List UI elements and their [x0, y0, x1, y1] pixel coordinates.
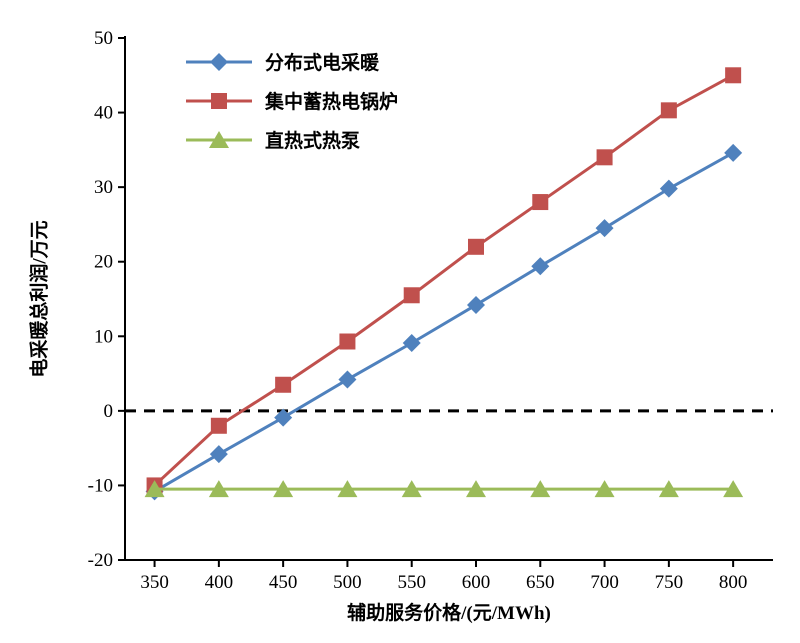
- diamond-marker-s0-p3: [338, 370, 357, 389]
- square-marker-s1-p3: [339, 333, 356, 350]
- x-tick-label-6: 650: [526, 572, 555, 593]
- triangle-marker-s2-p3: [337, 480, 358, 498]
- square-marker-legend-1: [211, 93, 227, 109]
- x-tick-label-2: 450: [269, 572, 298, 593]
- diamond-marker-s0-p5: [467, 295, 485, 314]
- diamond-marker-legend-0: [210, 53, 228, 71]
- diamond-marker-s0-p1: [209, 445, 228, 464]
- legend-label-0: 分布式电采暖: [265, 51, 380, 74]
- diamond-marker-s0-p9: [724, 143, 743, 162]
- triangle-marker-s2-p2: [273, 480, 294, 498]
- triangle-marker-s2-p1: [208, 480, 229, 498]
- x-axis-title: 辅助服务价格/(元/MWh): [347, 603, 551, 624]
- x-tick-label-8: 750: [655, 572, 684, 593]
- square-marker-s1-p8: [660, 102, 677, 119]
- y-tick-label-4: 20: [94, 252, 113, 273]
- x-tick-label-1: 400: [205, 572, 234, 593]
- diamond-marker-s0-p6: [531, 257, 550, 276]
- square-marker-s1-p2: [275, 376, 292, 393]
- square-marker-s1-p6: [532, 194, 549, 211]
- legend-label-2: 直热式热泵: [265, 129, 360, 152]
- x-tick-label-0: 350: [140, 572, 169, 593]
- square-marker-s1-p9: [725, 67, 742, 84]
- square-marker-s1-p1: [210, 417, 227, 434]
- diamond-marker-s0-p2: [274, 408, 293, 427]
- square-marker-s1-p7: [596, 149, 613, 166]
- triangle-marker-s2-p0: [144, 480, 165, 498]
- y-axis-title: 电采暖总利润/万元: [29, 220, 51, 378]
- y-tick-label-0: -20: [88, 550, 113, 571]
- legend-label-1: 集中蓄热电锅炉: [264, 90, 398, 113]
- square-marker-s1-p4: [403, 287, 420, 304]
- series-line-0: [153, 151, 734, 493]
- x-tick-label-9: 800: [719, 572, 748, 593]
- triangle-marker-s2-p4: [401, 480, 422, 498]
- y-tick-label-1: -10: [88, 475, 113, 496]
- x-tick-label-5: 600: [462, 572, 491, 593]
- y-tick-label-5: 30: [94, 177, 113, 198]
- y-tick-label-7: 50: [94, 28, 113, 49]
- diamond-marker-s0-p4: [402, 333, 421, 352]
- triangle-marker-legend-2: [209, 131, 229, 148]
- triangle-marker-s2-p7: [594, 480, 615, 498]
- y-tick-label-3: 10: [94, 326, 113, 347]
- diamond-marker-s0-p7: [595, 219, 614, 238]
- x-tick-label-7: 700: [590, 572, 619, 593]
- triangle-marker-s2-p9: [723, 480, 744, 498]
- x-tick-label-3: 500: [333, 572, 362, 593]
- triangle-marker-s2-p6: [530, 480, 551, 498]
- triangle-marker-s2-p8: [658, 480, 679, 498]
- square-marker-s1-p5: [468, 238, 484, 255]
- triangle-marker-s2-p5: [466, 480, 486, 498]
- y-tick-label-2: 0: [104, 401, 114, 422]
- x-tick-label-4: 550: [397, 572, 426, 593]
- diamond-marker-s0-p8: [659, 179, 678, 198]
- y-tick-label-6: 40: [94, 103, 113, 124]
- series-line-1: [153, 73, 734, 487]
